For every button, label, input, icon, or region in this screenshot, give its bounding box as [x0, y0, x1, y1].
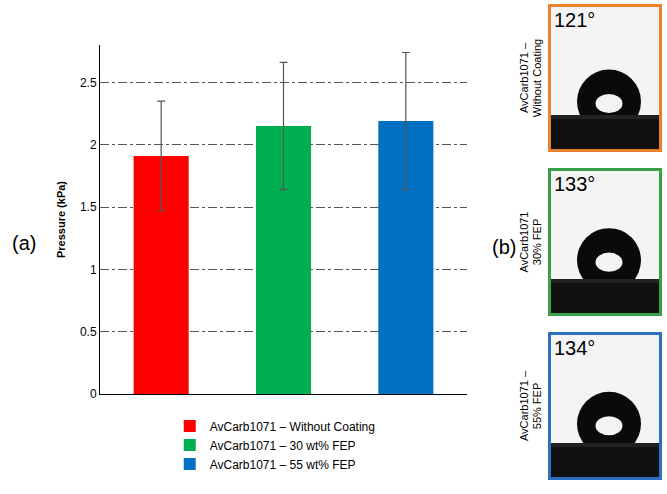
svg-text:121°: 121° — [554, 9, 595, 31]
svg-text:AvCarb1071 – 55 wt% FEP: AvCarb1071 – 55 wt% FEP — [210, 458, 356, 472]
svg-text:(b): (b) — [492, 236, 516, 258]
svg-text:133°: 133° — [554, 173, 595, 195]
svg-text:2: 2 — [90, 138, 97, 152]
svg-text:2.5: 2.5 — [80, 76, 97, 90]
svg-text:AvCarb1071 – Without Coating: AvCarb1071 – Without Coating — [210, 420, 375, 434]
svg-text:AvCarb1071 –Without Coating: AvCarb1071 –Without Coating — [518, 39, 543, 117]
html-text:(a): (a) — [12, 232, 37, 254]
svg-text:0.5: 0.5 — [80, 325, 97, 339]
svg-text:AvCarb1071 –55% FEP: AvCarb1071 –55% FEP — [518, 370, 543, 441]
svg-text:AvCarb107130% FEP: AvCarb107130% FEP — [518, 212, 543, 273]
svg-text:1.5: 1.5 — [80, 200, 97, 214]
svg-text:AvCarb1071 – 30 wt% FEP: AvCarb1071 – 30 wt% FEP — [210, 439, 356, 453]
svg-text:Pressure (kPa): Pressure (kPa) — [55, 181, 67, 258]
svg-text:1: 1 — [90, 263, 97, 277]
svg-text:0: 0 — [90, 387, 97, 401]
svg-text:134°: 134° — [554, 337, 595, 359]
